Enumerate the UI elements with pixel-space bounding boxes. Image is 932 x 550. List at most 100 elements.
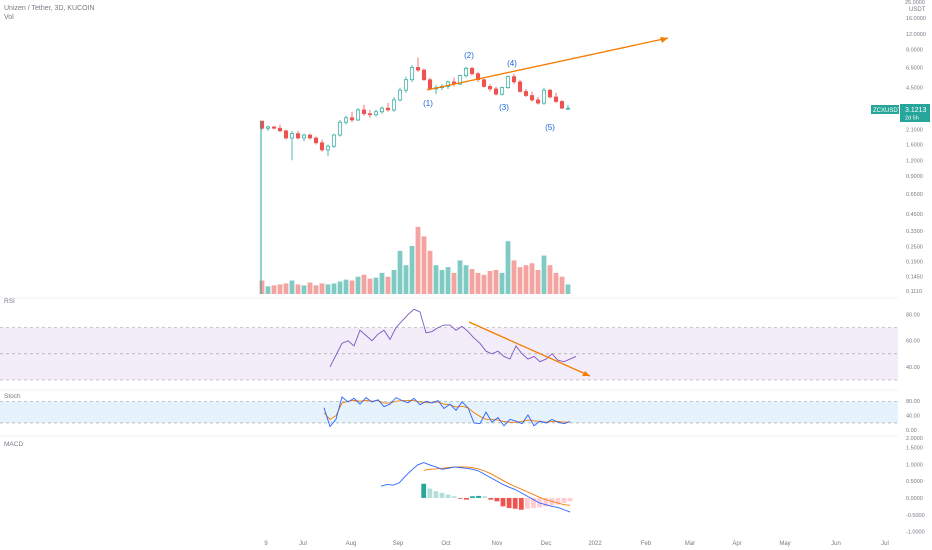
candle-body[interactable] xyxy=(277,127,283,132)
volume-bar[interactable] xyxy=(481,274,487,294)
volume-bar[interactable] xyxy=(355,276,361,294)
volume-bar[interactable] xyxy=(271,285,277,294)
candle-body[interactable] xyxy=(511,76,517,83)
volume-bar[interactable] xyxy=(445,267,451,294)
candle-body[interactable] xyxy=(259,120,265,129)
candle-body[interactable] xyxy=(355,109,361,121)
volume-bar[interactable] xyxy=(421,236,427,294)
volume-bar[interactable] xyxy=(463,265,469,294)
volume-bar[interactable] xyxy=(559,276,565,294)
volume-bar[interactable] xyxy=(379,272,385,294)
rsi-line[interactable] xyxy=(329,308,577,368)
macd-histogram-bar[interactable] xyxy=(482,496,488,498)
volume-bar[interactable] xyxy=(439,270,445,294)
candle-body[interactable] xyxy=(385,107,391,111)
candle-body[interactable] xyxy=(499,87,505,95)
volume-bar[interactable] xyxy=(409,246,415,294)
macd-histogram-bar[interactable] xyxy=(512,497,518,509)
macd-histogram-bar[interactable] xyxy=(464,497,469,500)
volume-bar[interactable] xyxy=(493,270,499,294)
stoch-k-line[interactable] xyxy=(323,396,571,428)
volume-bar[interactable] xyxy=(457,260,463,294)
candle-body[interactable] xyxy=(475,73,481,81)
volume-bar[interactable] xyxy=(319,283,325,294)
candle-body[interactable] xyxy=(535,99,541,104)
volume-bar[interactable] xyxy=(361,274,367,294)
volume-bar[interactable] xyxy=(427,250,433,294)
macd-histogram-bar[interactable] xyxy=(567,497,573,502)
volume-bar[interactable] xyxy=(451,272,457,294)
volume-bar[interactable] xyxy=(433,265,439,294)
volume-bar[interactable] xyxy=(397,250,403,294)
candle-body[interactable] xyxy=(301,134,307,139)
candle-body[interactable] xyxy=(295,133,301,139)
candle-body[interactable] xyxy=(409,67,415,81)
macd-line[interactable] xyxy=(380,462,571,513)
volume-bar[interactable] xyxy=(469,269,475,294)
candle-body[interactable] xyxy=(283,130,289,139)
candle-body[interactable] xyxy=(481,79,487,87)
candle-body[interactable] xyxy=(421,69,427,81)
macd-signal-line[interactable] xyxy=(423,466,571,506)
volume-bar[interactable] xyxy=(535,270,541,294)
volume-bar[interactable] xyxy=(265,286,271,294)
volume-bar[interactable] xyxy=(283,283,289,294)
volume-bar[interactable] xyxy=(301,285,307,294)
candle-body[interactable] xyxy=(403,79,409,91)
candle-body[interactable] xyxy=(325,145,331,151)
candle-body[interactable] xyxy=(349,117,355,121)
volume-bar[interactable] xyxy=(349,280,355,294)
candle-body[interactable] xyxy=(331,134,337,147)
volume-bar[interactable] xyxy=(277,284,283,294)
macd-histogram-bar[interactable] xyxy=(470,496,475,498)
volume-bar[interactable] xyxy=(331,283,337,294)
macd-histogram-bar[interactable] xyxy=(561,497,567,503)
candle-body[interactable] xyxy=(529,95,535,101)
volume-bar[interactable] xyxy=(367,278,373,294)
candle-body[interactable] xyxy=(391,99,397,111)
candle-body[interactable] xyxy=(559,101,565,109)
candle-body[interactable] xyxy=(307,134,313,139)
candle-body[interactable] xyxy=(427,79,433,90)
volume-bar[interactable] xyxy=(565,284,571,294)
stoch-d-line[interactable] xyxy=(323,400,570,423)
macd-histogram-bar[interactable] xyxy=(488,497,494,500)
volume-bar[interactable] xyxy=(391,270,397,294)
volume-bar[interactable] xyxy=(343,279,349,294)
candle-body[interactable] xyxy=(565,107,571,110)
candle-body[interactable] xyxy=(265,126,271,129)
volume-bar[interactable] xyxy=(511,260,517,294)
candle-body[interactable] xyxy=(541,89,547,104)
volume-bar[interactable] xyxy=(487,270,493,294)
volume-bar[interactable] xyxy=(385,276,391,294)
volume-bar[interactable] xyxy=(517,267,523,294)
candle-body[interactable] xyxy=(463,67,469,77)
candle-body[interactable] xyxy=(553,96,559,102)
candle-body[interactable] xyxy=(379,107,385,113)
candle-body[interactable] xyxy=(397,89,403,101)
volume-bar[interactable] xyxy=(337,281,343,294)
macd-histogram-bar[interactable] xyxy=(494,497,500,502)
macd-histogram-bar[interactable] xyxy=(427,488,433,498)
macd-histogram-bar[interactable] xyxy=(531,497,536,509)
macd-histogram-bar[interactable] xyxy=(421,483,427,498)
volume-bar[interactable] xyxy=(475,272,481,294)
volume-bar[interactable] xyxy=(415,226,421,294)
candle-body[interactable] xyxy=(517,81,523,92)
candle-body[interactable] xyxy=(493,88,499,95)
macd-histogram-bar[interactable] xyxy=(500,497,506,507)
macd-histogram-bar[interactable] xyxy=(433,491,439,498)
volume-bar[interactable] xyxy=(499,272,505,294)
candle-body[interactable] xyxy=(343,117,349,123)
candle-body[interactable] xyxy=(361,109,367,115)
candle-body[interactable] xyxy=(313,137,319,144)
candle-body[interactable] xyxy=(373,111,379,116)
macd-histogram-bar[interactable] xyxy=(525,497,530,509)
volume-bar[interactable] xyxy=(553,272,559,294)
candle-body[interactable] xyxy=(319,142,325,151)
candle-body[interactable] xyxy=(289,133,295,139)
macd-histogram-bar[interactable] xyxy=(506,497,512,509)
macd-histogram-bar[interactable] xyxy=(543,497,549,507)
candle-body[interactable] xyxy=(523,91,529,96)
